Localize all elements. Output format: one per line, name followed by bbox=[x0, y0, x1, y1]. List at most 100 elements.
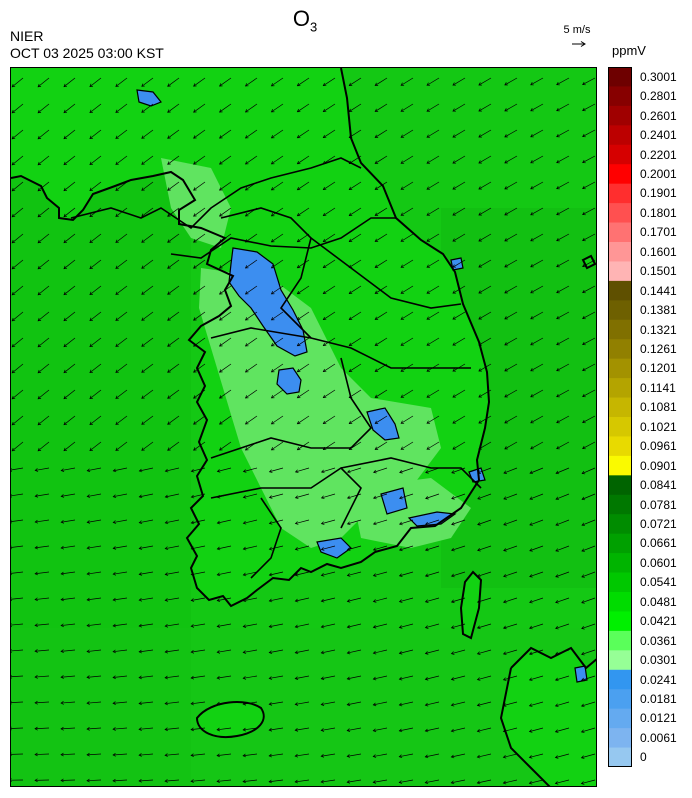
wind-vector bbox=[452, 233, 466, 242]
wind-vector bbox=[503, 675, 518, 681]
colorbar-swatch bbox=[608, 650, 632, 671]
wind-vector bbox=[295, 753, 310, 757]
wind-vector-head bbox=[164, 727, 168, 732]
wind-vector-head bbox=[425, 495, 429, 500]
wind-vector bbox=[297, 311, 310, 321]
wind-vector-head bbox=[268, 650, 273, 654]
wind-vector-head bbox=[504, 290, 508, 294]
wind-vector bbox=[61, 597, 76, 601]
wind-vector bbox=[297, 259, 310, 269]
wind-vector bbox=[374, 181, 388, 190]
wind-vector-head bbox=[112, 494, 117, 499]
wind-vector bbox=[37, 363, 50, 374]
wind-vector-head bbox=[11, 421, 16, 426]
wind-vector-head bbox=[555, 470, 560, 475]
wind-vector-head bbox=[86, 597, 91, 602]
wind-vector-head bbox=[190, 753, 194, 758]
wind-vector-head bbox=[320, 521, 325, 525]
wind-vector-head bbox=[476, 651, 481, 655]
wind-vector bbox=[504, 233, 518, 242]
wind-vector bbox=[321, 519, 336, 525]
wind-vector-head bbox=[580, 781, 585, 785]
title-main: O bbox=[292, 6, 310, 31]
wind-vector bbox=[349, 103, 362, 112]
wind-vector-head bbox=[193, 343, 197, 347]
wind-vector bbox=[245, 311, 258, 321]
wind-vector-head bbox=[556, 159, 560, 164]
wind-vector bbox=[503, 545, 518, 551]
wind-vector-head bbox=[450, 728, 455, 733]
wind-reference-arrow-icon bbox=[572, 41, 586, 47]
wind-vector-head bbox=[34, 623, 38, 627]
wind-vector-head bbox=[450, 573, 455, 578]
wind-vector bbox=[139, 701, 154, 704]
wind-vector-head bbox=[89, 135, 93, 140]
low-patch-gwangju bbox=[316, 537, 352, 559]
wind-vector-head bbox=[581, 677, 585, 682]
wind-vector-head bbox=[11, 343, 16, 348]
wind-vector bbox=[426, 207, 440, 216]
wind-vector-head bbox=[60, 623, 64, 628]
wind-vector bbox=[113, 779, 128, 782]
wind-vector bbox=[452, 155, 466, 164]
wind-vector-head bbox=[555, 625, 559, 630]
wind-vector bbox=[115, 103, 128, 113]
wind-vector bbox=[478, 77, 492, 86]
wind-vector-head bbox=[373, 469, 377, 474]
wind-vector bbox=[347, 545, 362, 551]
wind-vector-head bbox=[556, 315, 560, 320]
wind-vector bbox=[581, 701, 596, 707]
wind-vector bbox=[89, 285, 102, 295]
wind-vector bbox=[115, 285, 128, 295]
wind-vector bbox=[115, 259, 128, 269]
wind-vector bbox=[399, 753, 414, 758]
wind-vector-head bbox=[37, 83, 42, 88]
wind-vector-head bbox=[244, 161, 249, 165]
wind-vector bbox=[139, 753, 154, 756]
wind-vector-head bbox=[86, 727, 90, 731]
wind-vector bbox=[11, 519, 24, 523]
wind-vector-head bbox=[60, 778, 64, 783]
wind-vector-head bbox=[424, 676, 429, 681]
wind-vector bbox=[321, 571, 336, 576]
wind-vector bbox=[555, 649, 570, 655]
colorbar-tick-label: 0.0781 bbox=[640, 497, 677, 512]
wind-vector-head bbox=[294, 753, 299, 758]
wind-vector-head bbox=[89, 213, 93, 218]
wind-vector bbox=[167, 311, 180, 321]
boundary-gangwon bbox=[310, 237, 462, 309]
wind-vector bbox=[243, 571, 258, 576]
wind-vector bbox=[193, 337, 206, 347]
wind-vector bbox=[113, 519, 128, 523]
wind-vector-head bbox=[190, 572, 195, 577]
wind-vector-head bbox=[138, 520, 143, 525]
wind-vector bbox=[37, 337, 50, 348]
colorbar-swatch bbox=[608, 611, 632, 632]
wind-vector-head bbox=[219, 265, 223, 269]
wind-vector-head bbox=[167, 187, 171, 191]
wind-vector bbox=[478, 441, 492, 450]
wind-vector-head bbox=[398, 702, 403, 707]
wind-vector-head bbox=[426, 238, 431, 242]
wind-vector-head bbox=[138, 623, 143, 628]
wind-vector-head bbox=[452, 368, 456, 372]
wind-vector-head bbox=[268, 753, 273, 758]
wind-vector-head bbox=[374, 160, 379, 164]
wind-vector-head bbox=[504, 186, 508, 190]
wind-vector-head bbox=[270, 421, 275, 425]
wind-vector bbox=[35, 727, 50, 730]
wind-vector-head bbox=[242, 495, 247, 499]
wind-vector-head bbox=[60, 520, 65, 524]
wind-vector-head bbox=[530, 368, 534, 372]
wind-vector bbox=[581, 519, 596, 526]
wind-vector-head bbox=[554, 677, 559, 682]
wind-vector-head bbox=[530, 160, 534, 164]
wind-vector-head bbox=[374, 420, 379, 424]
wind-vector-head bbox=[322, 160, 327, 165]
wind-vector bbox=[555, 701, 570, 707]
wind-vector bbox=[400, 285, 414, 294]
wind-vector-head bbox=[89, 291, 93, 296]
wind-vector-head bbox=[555, 574, 559, 578]
wind-vector bbox=[165, 545, 180, 550]
wind-vector bbox=[245, 233, 258, 243]
